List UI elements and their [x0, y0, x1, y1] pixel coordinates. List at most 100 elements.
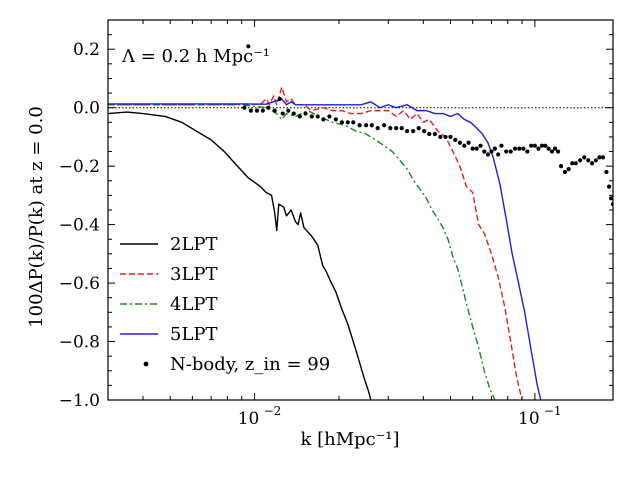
nbody-point [593, 158, 598, 163]
nbody-point [448, 134, 453, 140]
nbody-point [525, 149, 530, 154]
nbody-point [573, 161, 578, 166]
nbody-point [517, 146, 522, 151]
nbody-point [333, 117, 338, 122]
nbody-point [453, 137, 458, 142]
y-tick-label: −0.8 [59, 333, 100, 353]
series-line-2lpt [108, 111, 372, 400]
nbody-point [521, 146, 526, 151]
nbody-point [246, 44, 251, 49]
nbody-point [462, 143, 467, 148]
nbody-point [558, 164, 564, 169]
nbody-point [608, 196, 613, 201]
nbody-point [597, 155, 602, 160]
y-tick-label: 0.0 [73, 99, 100, 119]
annotation-text: Λ = 0.2 h Mpc⁻¹ [121, 46, 270, 67]
nbody-point [280, 111, 285, 116]
legend-label: 4LPT [170, 294, 218, 315]
nbody-point [466, 140, 471, 145]
nbody-point [485, 152, 491, 157]
nbody-point [578, 158, 583, 163]
legend-label: N-body, z_in = 99 [170, 354, 330, 375]
nbody-point [303, 111, 308, 116]
nbody-point [512, 146, 518, 151]
nbody-point [339, 120, 345, 125]
nbody-point [552, 146, 558, 151]
nbody-point [388, 126, 393, 131]
nbody-point [457, 140, 462, 145]
nbody-point [489, 149, 494, 154]
nbody-point [478, 143, 483, 148]
nbody-point [562, 169, 568, 175]
legend-label: 3LPT [170, 264, 218, 285]
x-tick-exponent: −1 [544, 404, 562, 418]
nbody-point [309, 114, 314, 119]
nbody-point [272, 108, 277, 113]
nbody-point [438, 134, 443, 140]
nbody-point [321, 117, 326, 122]
nbody-point [427, 131, 432, 137]
nbody-point [606, 184, 612, 189]
nbody-point [474, 146, 479, 151]
nbody-point [570, 161, 575, 166]
nbody-point [364, 123, 369, 128]
nbody-point [539, 143, 545, 148]
nbody-point [394, 126, 399, 131]
legend-label: 5LPT [170, 324, 218, 345]
nbody-point [277, 96, 282, 102]
y-tick-label: −0.2 [59, 157, 100, 177]
nbody-point [600, 155, 606, 160]
nbody-point [315, 114, 320, 119]
nbody-point [291, 111, 296, 116]
nbody-point [254, 108, 260, 113]
nbody-point [411, 128, 416, 134]
nbody-point [496, 152, 501, 157]
nbody-point [345, 120, 350, 125]
series-line-4lpt [108, 104, 496, 400]
x-tick-label: 10 [238, 409, 260, 429]
nbody-point [286, 108, 291, 113]
nbody-point [416, 126, 421, 131]
nbody-point [266, 105, 271, 110]
nbody-point [566, 166, 571, 172]
nbody-point [586, 158, 591, 163]
nbody-point [375, 126, 380, 131]
nbody-point [555, 149, 561, 154]
x-axis-title: k [hMpc⁻¹] [300, 429, 399, 450]
nbody-point [529, 143, 534, 148]
nbody-point [351, 120, 356, 125]
x-tick-label: 10 [518, 409, 540, 429]
nbody-point [508, 149, 513, 154]
legend-marker [143, 361, 149, 367]
y-tick-label: −0.6 [59, 274, 100, 294]
series-line-5lpt [108, 98, 542, 400]
nbody-point [382, 123, 387, 128]
nbody-point [297, 114, 302, 119]
nbody-point [432, 131, 438, 137]
y-tick-label: 0.2 [73, 40, 100, 60]
nbody-point [422, 128, 427, 134]
nbody-point [260, 108, 265, 113]
nbody-point [549, 149, 554, 154]
nbody-point [399, 126, 404, 131]
nbody-point [536, 146, 541, 151]
nbody-point [482, 149, 487, 154]
y-axis-title: 100ΔP(k)/P(k) at z = 0.0 [26, 106, 47, 328]
nbody-point [604, 169, 609, 175]
nbody-point [443, 134, 448, 140]
y-tick-label: −0.4 [59, 216, 100, 236]
nbody-point [470, 146, 475, 151]
nbody-point [532, 143, 537, 148]
nbody-point [369, 123, 374, 128]
nbody-point [492, 146, 497, 151]
nbody-point [327, 114, 332, 119]
x-tick-exponent: −2 [264, 404, 282, 418]
nbody-point [543, 143, 548, 148]
nbody-point [504, 149, 509, 154]
series-line-3lpt [108, 86, 523, 400]
legend-label: 2LPT [170, 234, 218, 255]
nbody-point [248, 108, 253, 113]
nbody-point [546, 146, 551, 151]
nbody-point [589, 161, 595, 166]
